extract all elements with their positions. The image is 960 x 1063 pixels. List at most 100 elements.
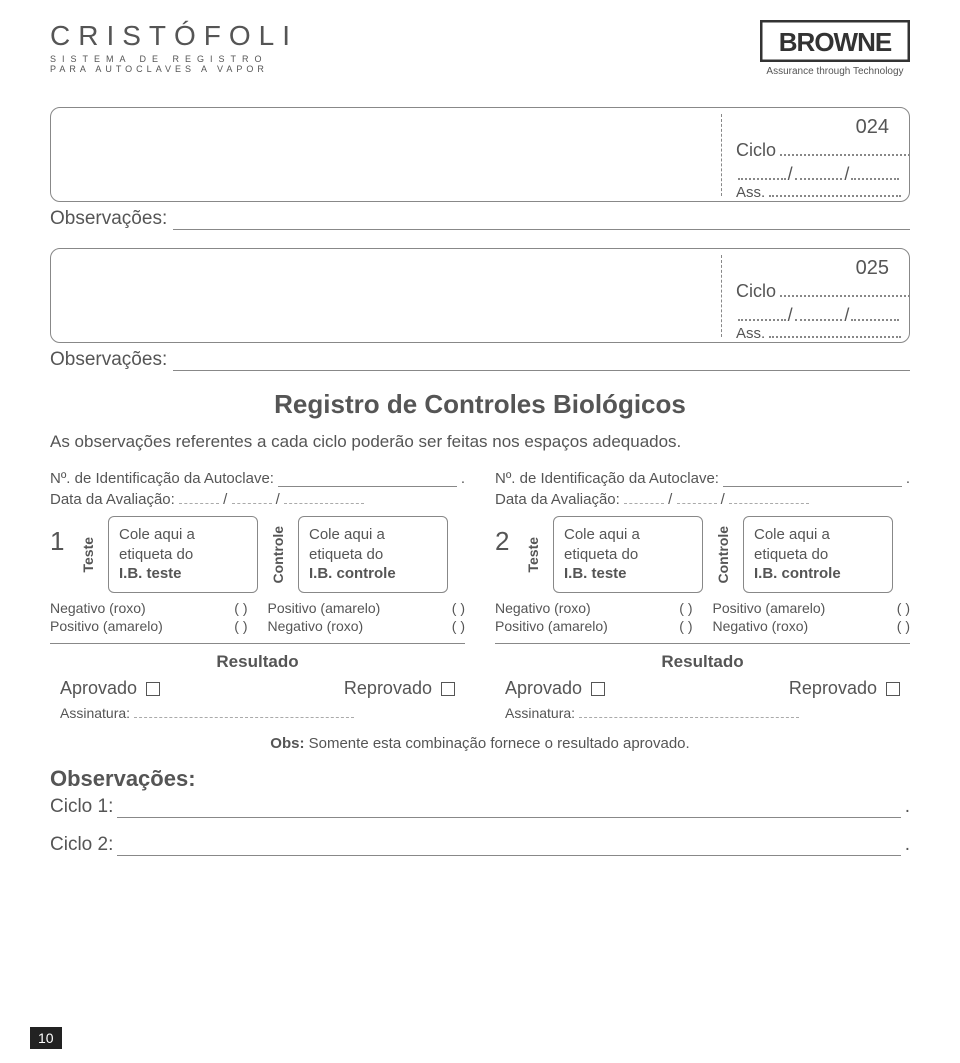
signature-label: Assinatura:: [60, 705, 130, 721]
date-seg: [795, 168, 843, 180]
stub-ciclo-label: Ciclo: [736, 140, 776, 161]
checkbox-icon[interactable]: [441, 682, 455, 696]
date-seg: [851, 309, 899, 321]
etq-prefix: Cole aqui a etiqueta do: [309, 526, 385, 563]
cycle-stub-025: 025 Ciclo // Ass. Observações:: [50, 248, 910, 371]
result-line: Negativo (roxo) ( ): [268, 617, 466, 635]
checkbox-paren[interactable]: ( ): [679, 618, 692, 634]
reprovado-label: Reprovado: [344, 678, 432, 698]
date-seg: [624, 494, 664, 504]
partner-tagline: Assurance through Technology: [760, 66, 910, 77]
column-number: 2: [495, 516, 513, 593]
checkbox-paren[interactable]: ( ): [897, 618, 910, 634]
autoclave-id-label: Nº. de Identificação da Autoclave:: [50, 470, 274, 487]
section-description: As observações referentes a cada ciclo p…: [50, 432, 910, 452]
date-seg: [284, 494, 364, 504]
resultado-heading: Resultado: [50, 652, 465, 672]
bio-column-1: Nº. de Identificação da Autoclave:. Data…: [50, 470, 465, 721]
checkbox-paren[interactable]: ( ): [452, 618, 465, 634]
controle-vertical-label: Controle: [715, 516, 731, 593]
dotted-fill: [769, 328, 901, 338]
teste-vertical-label: Teste: [80, 516, 96, 593]
stub-ass-label: Ass.: [736, 184, 765, 201]
etq-controle-bold: I.B. controle: [309, 565, 396, 582]
positive-label: Positivo (amarelo): [495, 618, 608, 634]
result-options-row: Negativo (roxo)( ) Positivo (amarelo)( )…: [495, 599, 910, 635]
negative-label: Negativo (roxo): [50, 600, 146, 616]
stub-ass-label: Ass.: [736, 325, 765, 342]
date-seg: [795, 309, 843, 321]
etq-teste-bold: I.B. teste: [564, 565, 627, 582]
stub-number: 025: [856, 257, 889, 280]
obs-note-bold: Obs:: [270, 735, 304, 752]
negative-label: Negativo (roxo): [268, 618, 364, 634]
underline-fill: [723, 475, 902, 487]
svg-text:BROWNE: BROWNE: [779, 27, 892, 57]
checkbox-paren[interactable]: ( ): [234, 618, 247, 634]
signature-line: Assinatura:: [495, 705, 910, 721]
divider-line: [495, 643, 910, 644]
checkbox-icon[interactable]: [886, 682, 900, 696]
teste-result-col: Negativo (roxo)( ) Positivo (amarelo) ( ): [495, 599, 693, 635]
page-header: CRISTÓFOLI SISTEMA DE REGISTRO PARA AUTO…: [50, 20, 910, 77]
checkbox-paren[interactable]: ( ): [452, 600, 465, 616]
checkbox-paren[interactable]: ( ): [679, 600, 692, 616]
etq-prefix: Cole aqui a etiqueta do: [564, 526, 640, 563]
underline-fill: [278, 475, 457, 487]
reprovado-option[interactable]: Reprovado: [789, 678, 900, 699]
resultado-heading: Resultado: [495, 652, 910, 672]
date-seg: [738, 309, 786, 321]
checkbox-paren[interactable]: ( ): [897, 600, 910, 616]
stub-signature-line: Ass.: [736, 325, 901, 342]
evaluation-date-line: Data da Avaliação: / /: [495, 491, 910, 508]
ciclo-1-line: Ciclo 1:.: [50, 796, 910, 818]
bio-column-2: Nº. de Identificação da Autoclave:. Data…: [495, 470, 910, 721]
etq-prefix: Cole aqui a etiqueta do: [119, 526, 195, 563]
page-number: 10: [30, 1027, 62, 1049]
result-line: Negativo (roxo)( ): [495, 599, 693, 617]
positive-label: Positivo (amarelo): [268, 600, 381, 616]
underline-fill: [117, 802, 900, 818]
stub-number: 024: [856, 116, 889, 139]
stub-date-line: //: [736, 305, 901, 326]
section-title: Registro de Controles Biológicos: [50, 389, 910, 420]
checkbox-icon[interactable]: [591, 682, 605, 696]
controle-result-col: Positivo (amarelo) ( ) Negativo (roxo) ( ): [713, 599, 911, 635]
negative-label: Negativo (roxo): [713, 618, 809, 634]
autoclave-id-line: Nº. de Identificação da Autoclave:.: [50, 470, 465, 487]
stub-divider: [721, 114, 722, 196]
checkbox-paren[interactable]: ( ): [234, 600, 247, 616]
result-line: Positivo (amarelo)( ): [50, 617, 248, 635]
teste-vertical-label: Teste: [525, 516, 541, 593]
reprovado-option[interactable]: Reprovado: [344, 678, 455, 699]
observations-row: Observações:: [50, 208, 910, 230]
controle-result-col: Positivo (amarelo) ( ) Negativo (roxo) ( ): [268, 599, 466, 635]
stub-date-line: //: [736, 164, 901, 185]
aprovado-option[interactable]: Aprovado: [60, 678, 160, 699]
result-line: Positivo (amarelo) ( ): [713, 599, 911, 617]
controle-vertical-label: Controle: [270, 516, 286, 593]
signature-label: Assinatura:: [505, 705, 575, 721]
brand-subtitle-1: SISTEMA DE REGISTRO: [50, 54, 298, 64]
etq-prefix: Cole aqui a etiqueta do: [754, 526, 830, 563]
dashed-line: [134, 708, 354, 718]
checkbox-icon[interactable]: [146, 682, 160, 696]
autoclave-id-label: Nº. de Identificação da Autoclave:: [495, 470, 719, 487]
label-boxes-row: 1 Teste Cole aqui a etiqueta doI.B. test…: [50, 516, 465, 593]
aprovado-option[interactable]: Aprovado: [505, 678, 605, 699]
stub-box: 024 Ciclo // Ass.: [50, 107, 910, 202]
cycle-stub-024: 024 Ciclo // Ass. Observações:: [50, 107, 910, 230]
brand-subtitle-2: PARA AUTOCLAVES A VAPOR: [50, 64, 298, 74]
result-line: Positivo (amarelo) ( ): [268, 599, 466, 617]
browne-logo-icon: BROWNE: [760, 20, 910, 62]
evaluation-date-line: Data da Avaliação: / /: [50, 491, 465, 508]
eval-date-label: Data da Avaliação:: [50, 491, 175, 508]
result-options-row: Negativo (roxo) ( ) Positivo (amarelo) ( )…: [50, 599, 465, 635]
result-line: Positivo (amarelo) ( ): [495, 617, 693, 635]
positive-label: Positivo (amarelo): [713, 600, 826, 616]
underline-fill: [173, 353, 910, 371]
obs-note: Obs: Somente esta combinação fornece o r…: [50, 735, 910, 752]
final-observations-title: Observações:: [50, 766, 910, 792]
eval-date-label: Data da Avaliação:: [495, 491, 620, 508]
dashed-line: [579, 708, 799, 718]
